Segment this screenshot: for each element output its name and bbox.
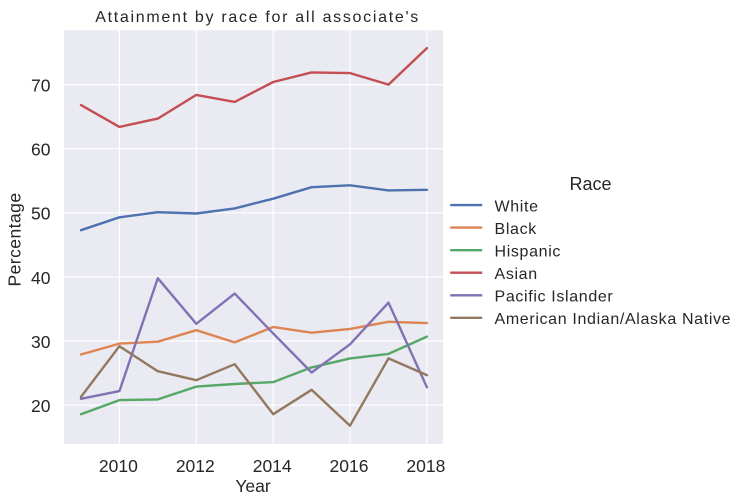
svg-text:Hispanic: Hispanic [495,244,562,261]
svg-text:Percentage: Percentage [5,192,25,286]
svg-text:2014: 2014 [253,456,292,476]
svg-text:20: 20 [31,396,51,416]
svg-text:Asian: Asian [495,266,538,283]
svg-text:Race: Race [569,174,611,194]
svg-text:American Indian/Alaska Native: American Indian/Alaska Native [495,311,732,328]
svg-text:40: 40 [31,268,51,288]
svg-text:2018: 2018 [406,456,445,476]
svg-text:50: 50 [31,204,51,224]
svg-text:White: White [495,198,539,215]
svg-text:2012: 2012 [176,456,215,476]
svg-text:70: 70 [31,75,51,95]
svg-text:2010: 2010 [99,456,138,476]
svg-text:30: 30 [31,332,51,352]
svg-text:Year: Year [235,476,271,496]
svg-text:2016: 2016 [330,456,369,476]
svg-text:Attainment by race for all ass: Attainment by race for all associate's [95,9,420,26]
svg-text:Pacific Islander: Pacific Islander [495,289,614,306]
svg-text:Black: Black [495,221,538,238]
svg-text:60: 60 [31,140,51,160]
